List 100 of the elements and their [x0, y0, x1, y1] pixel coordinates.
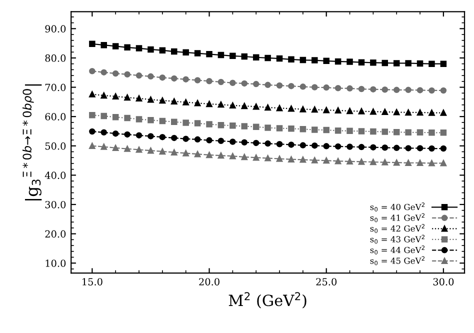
- point: [416, 145, 424, 152]
- point: [159, 47, 166, 54]
- legend-label: s$_{0}$ = 41 GeV$^{2}$: [370, 213, 424, 222]
- point: [416, 87, 424, 94]
- y-tick-label: 10.0: [46, 260, 66, 267]
- legend-label: s$_{0}$ = 44 GeV$^{2}$: [370, 245, 424, 254]
- point: [334, 128, 342, 134]
- point: [124, 44, 130, 51]
- point: [264, 54, 271, 62]
- point: [358, 128, 365, 134]
- point: [252, 54, 260, 60]
- point: [230, 80, 236, 86]
- point: [276, 125, 283, 132]
- point: [206, 51, 212, 58]
- point: [136, 132, 142, 138]
- point: [124, 94, 130, 101]
- point: [100, 129, 108, 136]
- point: [312, 106, 318, 113]
- point: [218, 78, 224, 86]
- point: [440, 87, 447, 94]
- point: [276, 104, 283, 112]
- point: [241, 102, 248, 110]
- legend-label: s$_{0}$ = 43 GeV$^{2}$: [370, 234, 424, 244]
- point: [323, 106, 330, 114]
- point: [300, 106, 306, 112]
- point: [323, 84, 330, 91]
- point: [312, 57, 318, 64]
- point: [382, 60, 388, 66]
- point: [171, 98, 178, 104]
- point: [428, 145, 435, 152]
- point: [440, 145, 447, 152]
- point: [241, 154, 248, 160]
- point: [241, 123, 248, 130]
- point: [393, 86, 400, 94]
- point: [276, 140, 283, 148]
- point: [382, 108, 388, 116]
- point: [264, 124, 271, 131]
- point: [428, 60, 435, 67]
- point: [370, 108, 376, 115]
- point: [300, 142, 306, 148]
- point: [171, 75, 178, 82]
- point: [148, 147, 154, 154]
- point: [206, 137, 212, 144]
- point: [346, 158, 353, 165]
- x-tick-label: 15.0: [82, 278, 102, 286]
- point: [358, 144, 365, 150]
- point: [241, 53, 248, 60]
- point: [288, 125, 294, 132]
- y-tick-label: 20.0: [45, 230, 66, 238]
- point: [288, 56, 294, 63]
- point: [312, 84, 318, 90]
- point: [252, 103, 260, 110]
- point: [334, 85, 342, 92]
- legend-label: s$_{0}$ = 40 GeV$^{2}$: [370, 202, 424, 212]
- point: [230, 122, 236, 129]
- point: [100, 112, 108, 120]
- point: [370, 128, 376, 135]
- point: [194, 50, 201, 56]
- point: [136, 72, 142, 79]
- point: [334, 158, 342, 164]
- point: [370, 60, 376, 66]
- point: [323, 58, 330, 64]
- point: [159, 134, 166, 140]
- point: [124, 114, 130, 122]
- point: [416, 60, 424, 67]
- point: [148, 46, 154, 53]
- point: [382, 144, 388, 151]
- point: [393, 144, 400, 152]
- point: [405, 86, 412, 94]
- point: [100, 42, 108, 48]
- point: [440, 60, 447, 67]
- point: [312, 126, 318, 133]
- point: [428, 130, 435, 136]
- point: [393, 109, 400, 116]
- point: [358, 59, 365, 66]
- point: [194, 136, 201, 143]
- point: [171, 134, 178, 142]
- point: [405, 60, 412, 66]
- point: [159, 74, 166, 81]
- point: [416, 160, 424, 166]
- point: [370, 144, 376, 150]
- point: [194, 120, 201, 126]
- point: [382, 159, 388, 166]
- point: [358, 158, 365, 165]
- point: [100, 69, 108, 76]
- point: [358, 108, 365, 114]
- point: [252, 154, 260, 161]
- point: [288, 156, 294, 162]
- point: [393, 159, 400, 166]
- point: [182, 76, 189, 82]
- point: [206, 78, 212, 84]
- point: [159, 148, 166, 155]
- point: [218, 52, 224, 58]
- point: [334, 107, 342, 114]
- point: [112, 43, 119, 50]
- point: [300, 126, 306, 132]
- y-tick-label: 60.0: [45, 113, 66, 120]
- point: [264, 140, 271, 147]
- point: [346, 144, 353, 150]
- point: [323, 157, 330, 164]
